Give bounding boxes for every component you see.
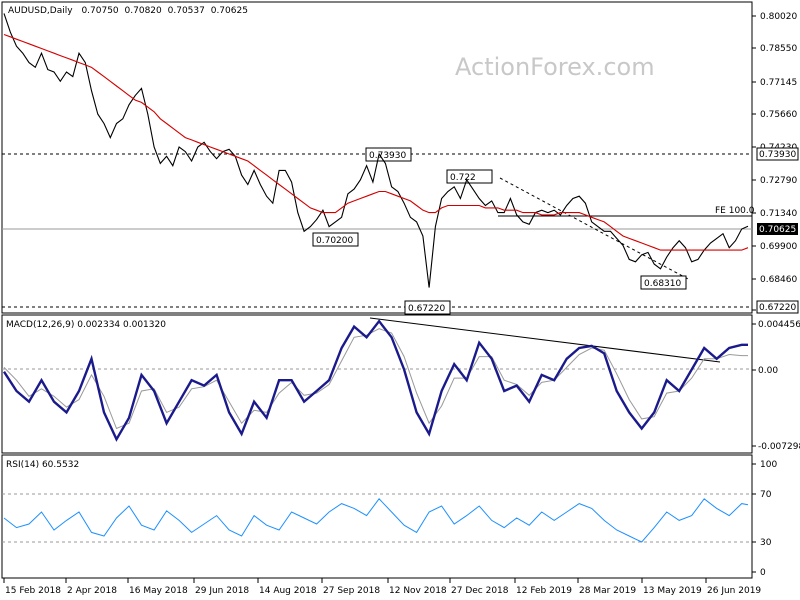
macd-signal-line <box>3 328 748 430</box>
price-header: AUDUSD,Daily 0.70750 0.70820 0.70537 0.7… <box>8 6 248 16</box>
ohlc-close: 0.70625 <box>211 6 248 16</box>
macd-tick-label: 0.00 <box>758 366 778 376</box>
label-068310: 0.68310 <box>640 275 687 290</box>
x-tick-label: 14 Aug 2018 <box>259 586 317 596</box>
price-close-line <box>3 13 749 288</box>
x-tick-label: 27 Dec 2018 <box>451 586 509 596</box>
price-tick-label: 0.68460 <box>760 275 797 285</box>
macd-series-group <box>2 319 748 442</box>
svg-text:0.73930: 0.73930 <box>759 150 796 160</box>
x-tick-label: 15 Feb 2018 <box>5 586 61 596</box>
svg-text:0.67220: 0.67220 <box>408 304 445 314</box>
rsi-tick-label: 100 <box>760 460 777 470</box>
x-tick-label: 16 May 2018 <box>129 586 188 596</box>
label-070200: 0.70200 <box>312 232 359 247</box>
x-tick-label: 2 Apr 2018 <box>67 586 117 596</box>
watermark: ActionForex.com <box>455 53 655 81</box>
macd-panel-frame <box>1 314 753 454</box>
price-tick-label: 0.80020 <box>760 12 797 22</box>
x-tick-label: 12 Nov 2018 <box>389 586 447 596</box>
svg-text:0.70625: 0.70625 <box>759 225 796 235</box>
price-tag-067220: 0.67220 <box>756 300 799 314</box>
ohlc-high: 0.70820 <box>125 6 162 16</box>
svg-text:0.73930: 0.73930 <box>369 151 406 161</box>
svg-text:0.70200: 0.70200 <box>316 236 353 246</box>
ohlc-low: 0.70537 <box>168 6 205 16</box>
price-tag-current: 0.70625 <box>757 223 798 235</box>
x-tick-label: 13 May 2019 <box>643 586 702 596</box>
rsi-header: RSI(14) 60.5532 <box>6 460 79 470</box>
ohlc-open: 0.70750 <box>81 6 118 16</box>
macd-tick-label: 0.004456 <box>758 320 800 330</box>
x-tick-label: 27 Sep 2018 <box>323 586 380 596</box>
label-072950: 0.722 <box>446 169 493 184</box>
rsi-panel-frame <box>1 454 753 579</box>
rsi-series-group <box>3 498 749 543</box>
x-tick-label: 28 Mar 2019 <box>579 586 636 596</box>
x-axis-labels: 15 Feb 2018 2 Apr 2018 16 May 2018 29 Jun 2… <box>3 578 761 596</box>
price-tag-073930: 0.73930 <box>756 147 799 161</box>
svg-text:0.722: 0.722 <box>450 173 476 183</box>
price-series-group <box>3 13 749 288</box>
rsi-tick-label: 30 <box>760 538 772 548</box>
macd-trendline <box>369 317 721 363</box>
macd-header: MACD(12,26,9) 0.002334 0.001320 <box>6 320 166 330</box>
y-axis-labels: 0.800200.785500.771450.756600.742300.727… <box>752 12 800 578</box>
price-panel-frame <box>1 1 753 314</box>
rsi-line <box>3 498 749 543</box>
svg-text:0.67220: 0.67220 <box>759 303 796 313</box>
price-tick-label: 0.75660 <box>760 110 797 120</box>
x-tick-label: 29 Jun 2018 <box>195 586 249 596</box>
timeframe: Daily <box>50 6 73 16</box>
macd-line <box>2 319 748 442</box>
moving-average-line <box>3 33 749 251</box>
rsi-tick-label: 0 <box>760 568 766 578</box>
macd-tick-label: -0.007298 <box>758 442 800 452</box>
label-067220: 0.67220 <box>404 300 451 315</box>
price-tick-label: 0.72790 <box>760 176 797 186</box>
price-tick-label: 0.78550 <box>760 44 797 54</box>
label-073930: 0.73930 <box>365 147 412 162</box>
fe-label: FE 100.0 <box>715 206 755 216</box>
price-tick-label: 0.69900 <box>760 242 797 252</box>
svg-text:0.68310: 0.68310 <box>644 279 681 289</box>
x-tick-label: 12 Feb 2019 <box>516 586 572 596</box>
symbol: AUDUSD <box>8 6 47 16</box>
price-tick-label: 0.71340 <box>760 209 797 219</box>
x-tick-label: 26 Jun 2019 <box>707 586 761 596</box>
price-tick-label: 0.77145 <box>760 78 797 88</box>
rsi-tick-label: 70 <box>760 490 772 500</box>
